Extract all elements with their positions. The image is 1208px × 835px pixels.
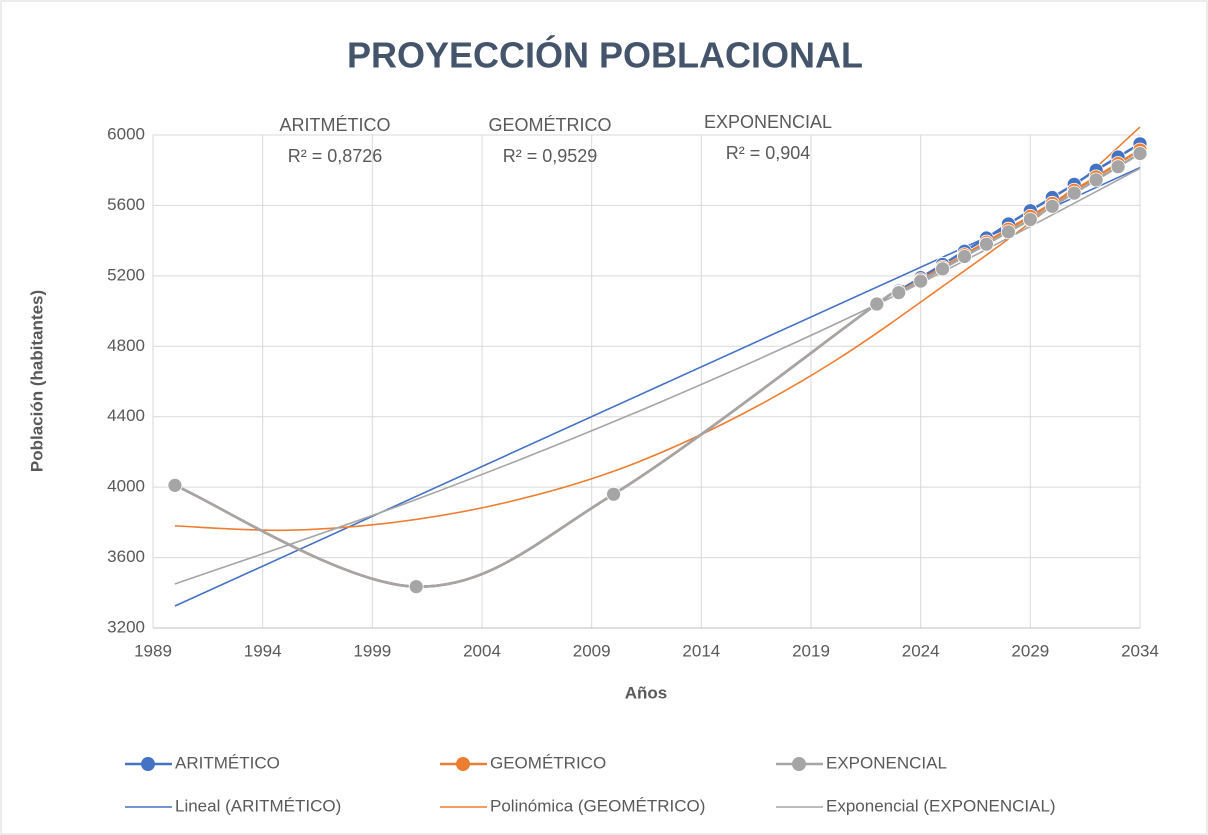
marker bbox=[408, 579, 424, 595]
marker bbox=[1001, 224, 1016, 240]
marker bbox=[869, 296, 885, 312]
y-axis-label: Población (habitantes) bbox=[27, 290, 46, 472]
legend-label: EXPONENCIAL bbox=[826, 753, 947, 772]
annotation: GEOMÉTRICO bbox=[488, 115, 611, 135]
y-tick-label: 4400 bbox=[107, 406, 145, 425]
marker bbox=[1132, 146, 1148, 161]
y-tick-label: 5200 bbox=[107, 265, 145, 284]
annotation: ARITMÉTICO bbox=[280, 115, 391, 135]
marker bbox=[1110, 159, 1126, 175]
legend-marker bbox=[141, 757, 155, 771]
x-tick-label: 2034 bbox=[1121, 641, 1159, 660]
annotation: R² = 0,904 bbox=[726, 143, 811, 163]
marker bbox=[1044, 198, 1060, 214]
marker bbox=[979, 236, 994, 252]
marker bbox=[891, 285, 907, 300]
legend-label: Polinómica (GEOMÉTRICO) bbox=[490, 796, 705, 815]
x-tick-label: 1994 bbox=[244, 641, 282, 660]
legend-label: ARITMÉTICO bbox=[175, 753, 280, 772]
legend-marker bbox=[456, 757, 470, 771]
x-tick-label: 2024 bbox=[902, 641, 940, 660]
y-tick-label: 3200 bbox=[107, 617, 145, 636]
marker bbox=[1022, 212, 1038, 227]
x-tick-label: 2019 bbox=[792, 641, 830, 660]
legend-label: Lineal (ARITMÉTICO) bbox=[175, 796, 341, 815]
x-tick-label: 2009 bbox=[573, 641, 611, 660]
marker bbox=[606, 486, 621, 502]
y-tick-label: 6000 bbox=[107, 124, 145, 143]
marker bbox=[167, 477, 183, 493]
y-tick-label: 4000 bbox=[107, 477, 145, 496]
marker bbox=[913, 273, 929, 289]
legend-label: Exponencial (EXPONENCIAL) bbox=[826, 796, 1056, 815]
y-tick-label: 5600 bbox=[107, 195, 145, 214]
legend-marker bbox=[792, 757, 806, 771]
x-tick-label: 1989 bbox=[134, 641, 172, 660]
marker bbox=[935, 261, 950, 277]
marker bbox=[1088, 172, 1104, 188]
annotation: R² = 0,9529 bbox=[503, 146, 598, 166]
x-tick-label: 2029 bbox=[1011, 641, 1049, 660]
x-tick-label: 1999 bbox=[353, 641, 391, 660]
annotation: R² = 0,8726 bbox=[288, 146, 383, 166]
marker bbox=[1066, 185, 1082, 201]
y-tick-label: 4800 bbox=[107, 336, 145, 355]
x-tick-label: 2004 bbox=[463, 641, 501, 660]
marker bbox=[957, 249, 972, 264]
y-tick-label: 3600 bbox=[107, 547, 145, 566]
trend-line bbox=[174, 126, 1141, 532]
x-axis-label: Años bbox=[625, 683, 668, 702]
chart-title: PROYECCIÓN POBLACIONAL bbox=[347, 34, 863, 76]
x-tick-label: 2014 bbox=[682, 641, 720, 660]
legend-label: GEOMÉTRICO bbox=[490, 753, 606, 772]
annotation: EXPONENCIAL bbox=[704, 112, 832, 132]
